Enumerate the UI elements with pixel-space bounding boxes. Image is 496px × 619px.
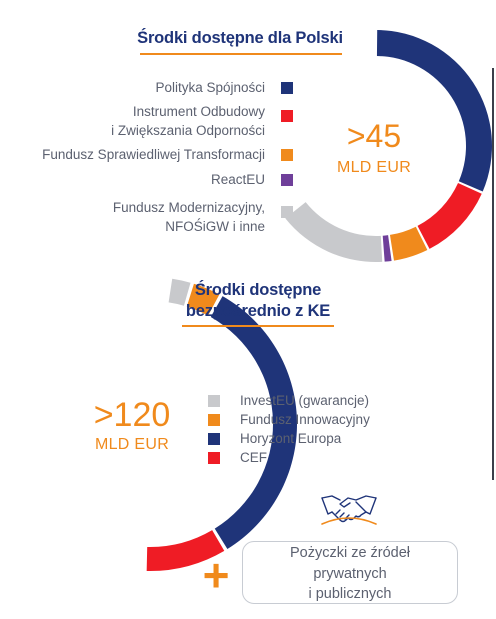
chart1-segment-0 [376, 30, 492, 192]
chart1-legend-item-fundusz-modernizacyjny: Fundusz Modernizacyjny, NFOŚiGW i inne [40, 198, 293, 236]
chart1-legend-item-fundusz-sprawiedliwej: Fundusz Sprawiedliwej Transformacji [0, 145, 293, 164]
legend-label: Fundusz Modernizacyjny, [112, 200, 265, 215]
chart2-segment-1 [186, 283, 220, 316]
chart1-segment-3 [382, 235, 392, 262]
chart2-segment-3 [146, 530, 225, 571]
chart1-segment-4 [285, 202, 383, 262]
legend-swatch [208, 413, 220, 426]
legend-swatch [208, 432, 220, 445]
legend-label: Instrument Odbudowy [132, 104, 265, 119]
chart2-legend-item-fundusz-innowacyjny: Fundusz Innowacyjny [208, 410, 370, 429]
legend-label: CEF [240, 450, 267, 465]
loans-box: Pożyczki ze źródeł prywatnych i publiczn… [242, 541, 458, 604]
chart2-legend-item-cef: CEF [208, 448, 267, 467]
right-edge-divider [492, 68, 494, 480]
handshake-icon [321, 495, 377, 525]
chart1-center-unit: MLD EUR [336, 159, 412, 176]
legend-label: NFOŚiGW i inne [165, 219, 265, 234]
loans-line: prywatnych [313, 565, 387, 582]
legend-swatch [281, 173, 293, 186]
legend-swatch [281, 148, 293, 161]
chart2-center-value: >120 [93, 396, 171, 434]
legend-label: Polityka Spójności [155, 80, 265, 95]
legend-label: Fundusz Innowacyjny [240, 412, 370, 427]
chart1-segment-1 [417, 183, 482, 249]
loans-line: i publicznych [308, 586, 392, 602]
legend-label: Horyzont Europa [240, 431, 342, 446]
legend-swatch [281, 81, 293, 94]
legend-label: i Zwiększania Odporności [111, 123, 265, 138]
legend-swatch [208, 394, 220, 407]
chart1-title-underline [140, 53, 342, 55]
chart2-legend-item-investeu: InvestEU (gwarancje) [208, 391, 369, 410]
chart2-title-underline [182, 325, 334, 327]
plus-sign: + [202, 549, 230, 601]
chart1-title: Środki dostępne dla Polski [137, 29, 343, 47]
chart2-center-unit: MLD EUR [94, 436, 170, 453]
chart2-legend-item-horyzont: Horyzont Europa [208, 429, 341, 448]
legend-label: Fundusz Sprawiedliwej Transformacji [42, 147, 265, 162]
legend-label: InvestEU (gwarancje) [240, 393, 370, 408]
chart2-segment-0 [168, 278, 191, 306]
chart1-legend-item-polityka: Polityka Spójności [40, 78, 293, 97]
chart2-segment-2 [210, 296, 298, 549]
chart1-center-value: >45 [346, 118, 402, 154]
chart1-legend-item-instrument: Instrument Odbudowy i Zwiększania Odporn… [40, 102, 293, 140]
legend-swatch [281, 110, 293, 122]
chart1-legend-item-reacteu: ReactEU [40, 170, 293, 189]
legend-label: ReactEU [210, 172, 265, 187]
chart2-title: Środki dostępne bezpośrednio z KE [178, 280, 338, 322]
chart2-title-line: bezpośrednio z KE [185, 302, 331, 320]
chart1-segment-2 [389, 226, 428, 261]
legend-swatch [281, 206, 293, 218]
loans-line: Pożyczki ze źródeł [289, 545, 411, 561]
legend-swatch [208, 451, 220, 464]
chart2-title-line: Środki dostępne [194, 281, 322, 299]
